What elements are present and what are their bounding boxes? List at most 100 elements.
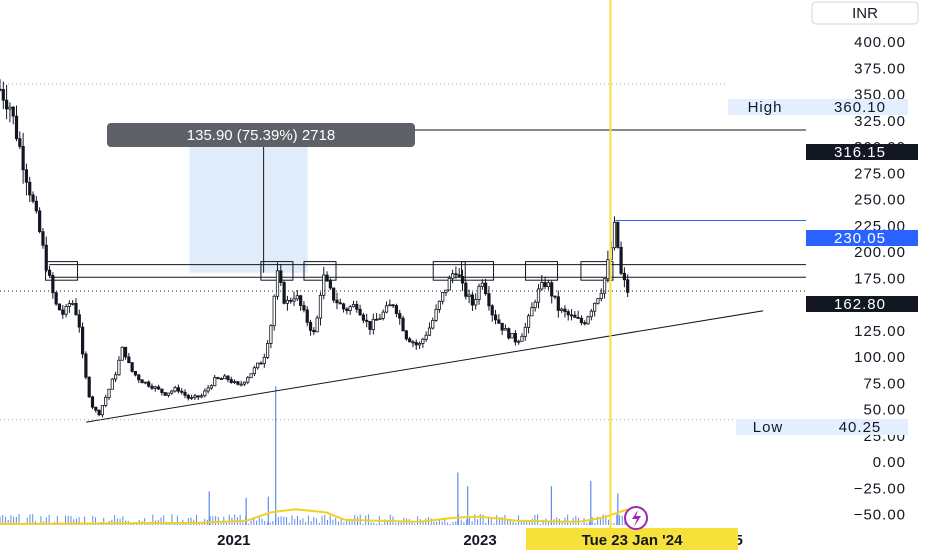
candle-body — [305, 309, 309, 323]
candle-body — [140, 379, 144, 384]
last-price-label: 162.80 — [806, 296, 918, 313]
candle-body — [480, 282, 484, 287]
candle-body — [190, 396, 194, 399]
candle-body — [431, 319, 435, 329]
candle-body — [226, 375, 230, 380]
candle-body — [87, 376, 91, 398]
candle-body — [120, 346, 124, 361]
candle-body — [447, 277, 451, 291]
candle-body — [239, 383, 243, 386]
candle-body — [24, 169, 29, 183]
candle-body — [517, 340, 521, 343]
resistance-touch-box — [461, 261, 495, 281]
candle-body — [477, 286, 481, 300]
candle-body — [408, 338, 412, 343]
y-tick-label: 0.00 — [873, 454, 906, 471]
candle-body — [80, 326, 85, 355]
candle-body — [153, 386, 157, 389]
high-label: High 360.10 — [728, 99, 908, 116]
candle-body — [57, 303, 62, 311]
candle-body — [523, 326, 527, 337]
candle-body — [335, 299, 339, 304]
last-price-text: 162.80 — [834, 296, 886, 313]
candle-body — [490, 305, 494, 316]
candle-body — [133, 371, 138, 376]
candle-body — [41, 231, 45, 246]
candle-body — [117, 359, 121, 376]
candle-body — [38, 210, 42, 233]
candle-body — [619, 246, 623, 274]
crosshair-date-label: Tue 23 Jan '24 — [526, 528, 738, 550]
y-axis[interactable]: 425.00400.00375.00350.00325.00300.00275.… — [854, 8, 906, 524]
candle-body — [424, 334, 428, 340]
flash-icon[interactable] — [624, 506, 648, 530]
candle-body — [602, 278, 607, 294]
candle-body — [156, 386, 161, 390]
candle-body — [299, 295, 303, 306]
candle-body — [21, 146, 25, 171]
candle-body — [467, 294, 471, 297]
candle-body — [616, 221, 620, 248]
candle-body — [576, 317, 580, 319]
candle-body — [100, 404, 105, 416]
price-candles — [0, 79, 630, 418]
candle-body — [427, 327, 432, 336]
candle-body — [285, 299, 290, 304]
candle-body — [0, 88, 2, 91]
candle-body — [160, 388, 164, 393]
crosshair-date-text: Tue 23 Jan '24 — [582, 532, 683, 549]
candle-body — [203, 390, 207, 397]
candle-body — [493, 314, 498, 321]
candle-body — [546, 282, 551, 288]
low-label-text: Low — [753, 419, 784, 436]
candle-body — [553, 295, 557, 298]
candle-body — [84, 353, 88, 378]
candle-body — [186, 394, 190, 399]
candle-body — [302, 305, 306, 311]
y-tick-label: −50.00 — [854, 507, 906, 524]
candle-body — [460, 276, 465, 284]
candle-body — [434, 308, 438, 321]
measure-label-text: 135.90 (75.39%) 2718 — [187, 127, 335, 144]
candle-body — [378, 317, 382, 320]
candle-body — [315, 317, 319, 333]
candle-body — [355, 304, 359, 310]
candle-body — [322, 274, 326, 296]
candle-body — [573, 314, 577, 318]
candle-body — [252, 367, 256, 375]
candle-body — [391, 304, 395, 307]
candle-body — [550, 282, 554, 297]
candle-body — [398, 313, 402, 319]
candle-body — [569, 314, 574, 317]
currency-label[interactable]: INR — [811, 1, 919, 25]
candle-body — [606, 259, 610, 280]
support-trendline — [86, 310, 764, 423]
candle-body — [97, 409, 101, 416]
candle-body — [295, 295, 299, 300]
y-tick-label: 100.00 — [854, 349, 906, 366]
candle-body — [626, 279, 630, 293]
candle-body — [454, 273, 458, 276]
candle-body — [593, 302, 597, 312]
candle-body — [589, 310, 593, 318]
candle-body — [361, 314, 366, 321]
candle-body — [292, 298, 296, 302]
candle-body — [176, 387, 180, 392]
candle-body — [54, 292, 58, 305]
candle-body — [312, 329, 316, 333]
candle-body — [308, 321, 313, 331]
candle-body — [229, 379, 233, 383]
candle-body — [289, 299, 293, 302]
candle-body — [71, 303, 75, 305]
y-tick-label: 75.00 — [863, 375, 906, 392]
candle-body — [77, 314, 81, 328]
resistance-touch-box — [45, 261, 79, 281]
candle-body — [196, 395, 200, 398]
candle-body — [556, 296, 560, 311]
candle-body — [256, 362, 260, 369]
candle-body — [18, 138, 22, 147]
candle-body — [338, 302, 342, 305]
candle-body — [566, 311, 570, 316]
candle-body — [497, 319, 501, 324]
